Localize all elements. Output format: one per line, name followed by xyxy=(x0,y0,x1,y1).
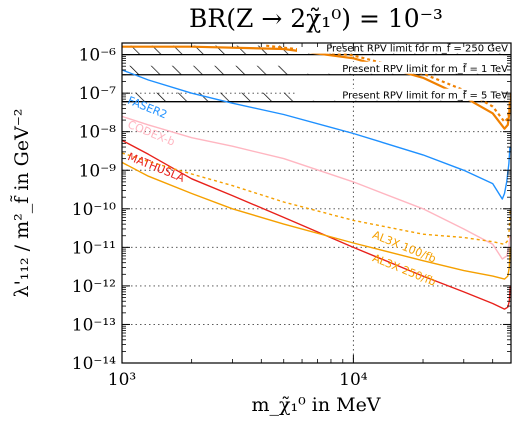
x-tick-label: 10³ xyxy=(108,370,136,390)
curve-al3x-250-fb xyxy=(122,161,511,280)
axis-ticks: 10⁻¹⁴ 10⁻¹³ 10⁻¹² 10⁻¹¹ 10⁻¹⁰ 10⁻⁹ 10⁻⁸ 10⁻⁷ 10⁻… xyxy=(72,42,511,390)
y-tick-label: 10⁻⁸ xyxy=(79,123,117,143)
y-tick-label: 10⁻⁶ xyxy=(79,46,117,66)
plot-frame xyxy=(121,42,512,364)
y-tick-label: 10⁻¹⁰ xyxy=(72,200,116,220)
rpv-limit-label: Present RPV limit for m_f̃ = 5 TeV xyxy=(342,89,508,102)
curve-al3x-100-fb xyxy=(122,152,511,245)
x-tick-label: 10⁴ xyxy=(339,370,368,390)
curve-codex-b xyxy=(122,115,511,260)
y-tick-label: 10⁻¹² xyxy=(72,277,116,297)
chart-title: BR(Z → 2χ̃₁⁰) = 10⁻³ xyxy=(189,4,443,33)
rpv-limit-label-bg xyxy=(297,41,510,54)
rpv-limit-label-bg xyxy=(297,88,510,101)
curves xyxy=(122,44,511,310)
y-tick-label: 10⁻⁹ xyxy=(79,161,117,181)
rpv-limit-label: Present RPV limit for m_f̃ = 250 GeV xyxy=(326,42,508,55)
y-tick-label: 10⁻¹⁴ xyxy=(72,354,116,374)
y-tick-label: 10⁻¹¹ xyxy=(72,238,116,258)
y-axis-label: λ'₁₁₂ / m²_f̃ in GeV⁻² xyxy=(10,109,33,298)
curve-mathusla xyxy=(122,139,511,310)
curve-faser2 xyxy=(122,69,511,200)
y-tick-label: 10⁻⁷ xyxy=(79,84,117,104)
rpv-limit-label-bg xyxy=(297,61,510,74)
rpv-limit-labels: Present RPV limit for m_f̃ = 250 GeV Pres… xyxy=(297,41,510,102)
curve-5 xyxy=(122,45,511,130)
curve-label-codex-b: CODEX-b xyxy=(126,118,177,149)
curve-6 xyxy=(266,44,511,123)
y-tick-label: 10⁻¹³ xyxy=(72,315,116,335)
rpv-limit-label: Present RPV limit for m_f̃ = 1 TeV xyxy=(342,62,508,75)
x-axis-label: m_χ̃₁⁰ in MeV xyxy=(251,394,380,416)
